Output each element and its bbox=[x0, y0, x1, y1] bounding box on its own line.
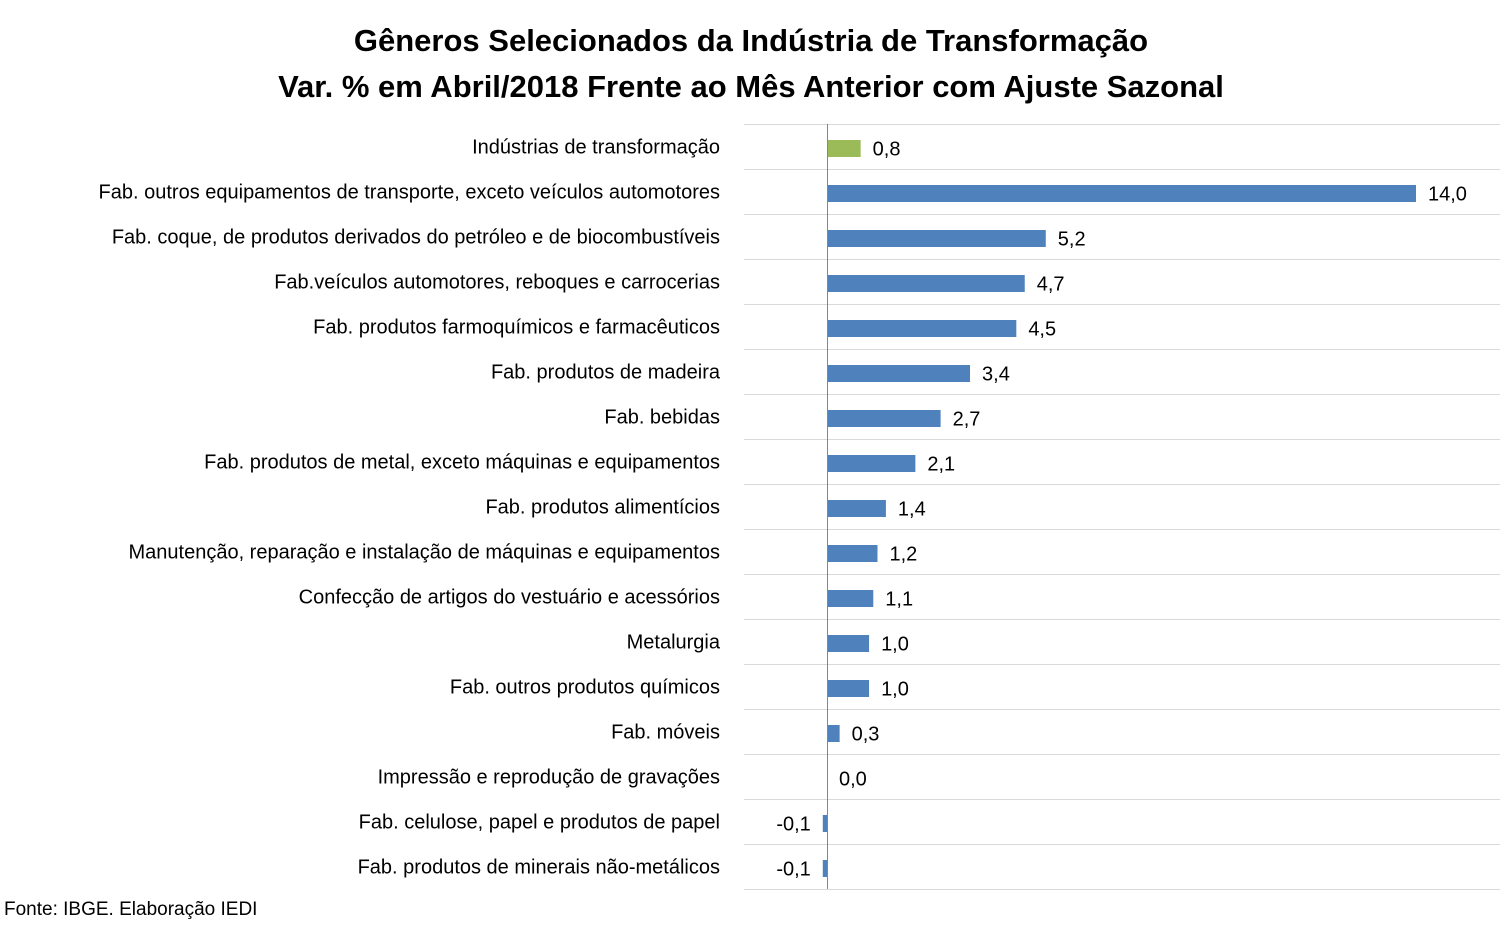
category-label: Fab. produtos de madeira bbox=[491, 362, 721, 384]
bar bbox=[827, 410, 941, 427]
bar bbox=[827, 185, 1416, 202]
data-label: 0,0 bbox=[839, 769, 867, 791]
bar bbox=[827, 590, 874, 607]
category-label: Manutenção, reparação e instalação de má… bbox=[128, 542, 720, 564]
category-label: Fab. outros equipamentos de transporte, … bbox=[99, 182, 720, 204]
bar bbox=[827, 455, 916, 472]
category-label: Fab. celulose, papel e produtos de papel bbox=[359, 812, 720, 834]
category-label: Fab. produtos de metal, exceto máquinas … bbox=[204, 452, 720, 474]
data-label: 5,2 bbox=[1058, 229, 1086, 251]
category-label: Indústrias de transformação bbox=[472, 137, 720, 159]
source-note: Fonte: IBGE. Elaboração IEDI bbox=[4, 899, 258, 920]
category-label: Metalurgia bbox=[627, 632, 721, 654]
category-label: Fab. coque, de produtos derivados do pet… bbox=[112, 227, 720, 249]
bar bbox=[827, 320, 1017, 337]
bar bbox=[827, 500, 886, 517]
data-label: 1,1 bbox=[885, 589, 913, 611]
data-label: -0,1 bbox=[776, 814, 810, 836]
bar bbox=[827, 725, 840, 742]
category-label: Impressão e reprodução de gravações bbox=[378, 767, 720, 789]
data-label: 3,4 bbox=[982, 364, 1010, 386]
data-label: 1,0 bbox=[881, 634, 909, 656]
data-label: 1,4 bbox=[898, 499, 926, 521]
category-label: Fab. produtos de minerais não-metálicos bbox=[358, 857, 720, 879]
data-label: 2,1 bbox=[927, 454, 955, 476]
chart-title: Gêneros Selecionados da Indústria de Tra… bbox=[0, 18, 1502, 110]
data-label: 4,7 bbox=[1037, 274, 1065, 296]
data-label: 4,5 bbox=[1028, 319, 1056, 341]
bar bbox=[822, 860, 827, 877]
data-label: 14,0 bbox=[1428, 184, 1467, 206]
bar bbox=[827, 365, 971, 382]
bar bbox=[827, 140, 861, 157]
category-label: Fab. produtos alimentícios bbox=[485, 497, 720, 519]
data-label: 1,0 bbox=[881, 679, 909, 701]
bar bbox=[827, 275, 1025, 292]
chart-subtitle: Var. % em Abril/2018 Frente ao Mês Anter… bbox=[278, 69, 1224, 104]
data-label: -0,1 bbox=[776, 859, 810, 881]
data-label: 1,2 bbox=[889, 544, 917, 566]
bar bbox=[827, 635, 870, 652]
bar bbox=[822, 815, 827, 832]
category-label: Fab. bebidas bbox=[604, 407, 720, 429]
data-label: 2,7 bbox=[953, 409, 981, 431]
category-label: Fab. produtos farmoquímicos e farmacêuti… bbox=[313, 317, 720, 339]
bar bbox=[827, 230, 1046, 247]
bar bbox=[827, 680, 870, 697]
chart-title-line-1: Gêneros Selecionados da Indústria de Tra… bbox=[353, 23, 1149, 58]
category-label: Fab. outros produtos químicos bbox=[450, 677, 720, 699]
data-label: 0,3 bbox=[852, 724, 880, 746]
category-label: Fab. móveis bbox=[611, 722, 720, 744]
bar bbox=[827, 545, 878, 562]
data-label: 0,8 bbox=[873, 139, 901, 161]
category-label: Fab.veículos automotores, reboques e car… bbox=[274, 272, 720, 294]
category-label: Confecção de artigos do vestuário e aces… bbox=[299, 587, 720, 609]
